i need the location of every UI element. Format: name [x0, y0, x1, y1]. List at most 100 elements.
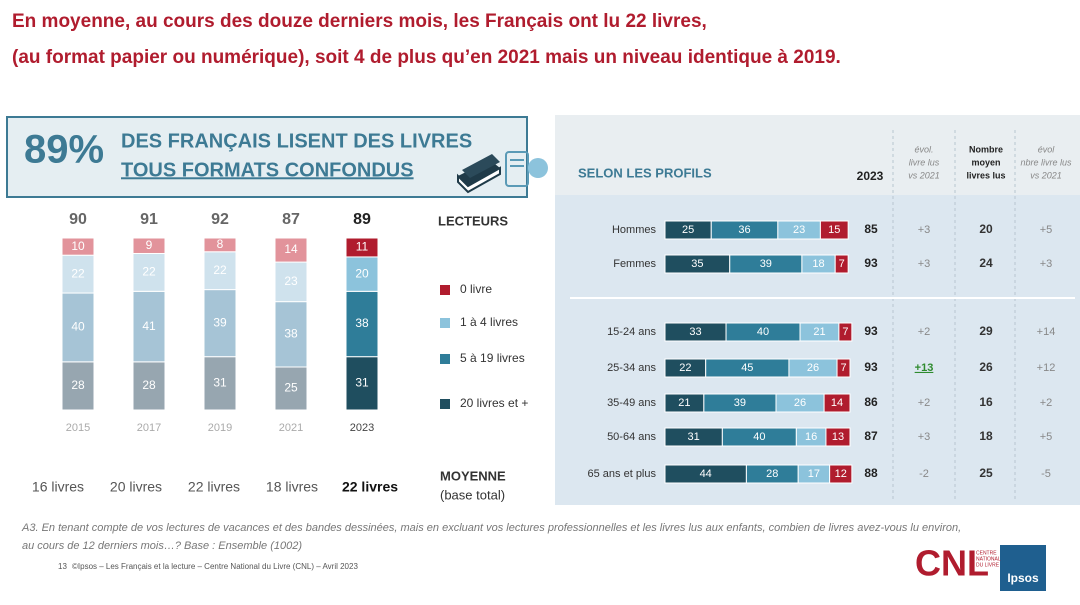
segment-label: 39: [760, 258, 772, 270]
year-label: 2023: [350, 422, 374, 434]
logo-cnl-sub: NATIONAL: [976, 556, 1001, 562]
segment-label: 10: [71, 239, 85, 253]
segment-label: 15: [828, 224, 840, 236]
segment-label: 11: [356, 240, 369, 254]
segment-label: 12: [835, 468, 847, 480]
credit: ©Ipsos – Les Français et la lecture – Ce…: [72, 562, 358, 571]
mean-value: 25: [979, 466, 993, 480]
bar-segment: [61, 254, 95, 294]
segment-label: 39: [213, 315, 227, 329]
total-label: 90: [69, 211, 87, 228]
segment-label: 28: [142, 378, 156, 392]
segment-label: 31: [355, 376, 369, 390]
total-value: 93: [864, 324, 878, 338]
col-header: vs 2021: [1030, 170, 1062, 180]
legend-label: 0 livre: [460, 282, 492, 296]
total-value: 86: [864, 395, 878, 409]
legend-label: 1 à 4 livres: [460, 315, 518, 329]
bar-segment: [132, 290, 166, 363]
col-header: nbre livre lus: [1020, 157, 1072, 167]
segment-label: 40: [71, 320, 85, 334]
header-line: (au format papier ou numérique), soit 4 …: [12, 47, 841, 68]
total-label: 89: [353, 211, 371, 228]
header-line: En moyenne, au cours des douze derniers …: [12, 11, 707, 32]
logo-ipsos-box: [1000, 545, 1046, 591]
bar-segment: [274, 261, 308, 303]
col-header: vs 2021: [908, 170, 940, 180]
legend-swatch: [440, 285, 450, 295]
evol-value: +3: [918, 431, 931, 443]
segment-label: 31: [688, 431, 700, 443]
bar-segment: [132, 361, 166, 411]
mean-value: 29: [979, 324, 993, 338]
legend-swatch: [440, 399, 450, 409]
segment-label: 22: [71, 266, 85, 280]
segment-label: 7: [840, 362, 846, 374]
mean-value: 24: [979, 256, 993, 270]
mean-value: 26: [979, 360, 993, 374]
mean-evol-value: +5: [1040, 431, 1053, 443]
segment-label: 38: [355, 316, 369, 330]
profiles-rows-panel: [555, 195, 1080, 505]
bar-segment: [274, 237, 308, 263]
segment-label: 22: [213, 263, 227, 277]
bar-segment: [834, 254, 849, 274]
average-subtitle: (base total): [440, 487, 505, 502]
segment-label: 23: [284, 274, 298, 288]
segment-label: 26: [807, 362, 819, 374]
average-title: MOYENNE: [440, 468, 506, 483]
segment-label: 25: [682, 224, 694, 236]
segment-label: 33: [689, 326, 701, 338]
segment-label: 14: [284, 242, 298, 256]
segment-label: 44: [700, 468, 712, 480]
col-header: Nombre: [969, 144, 1003, 154]
segment-label: 7: [842, 326, 848, 338]
bar-segment: [132, 237, 166, 254]
segment-label: 21: [813, 326, 825, 338]
evol-value: +2: [918, 326, 931, 338]
segment-label: 45: [741, 362, 753, 374]
mean-evol-value: +12: [1037, 362, 1056, 374]
col-header: livres lus: [966, 170, 1005, 180]
average-label: 20 livres: [110, 479, 162, 495]
col-header: évol.: [914, 144, 933, 154]
mean-evol-value: +5: [1040, 224, 1053, 236]
total-value: 88: [864, 466, 878, 480]
legend-label: 20 livres et +: [460, 396, 528, 410]
bar-segment: [836, 358, 851, 378]
banner-pct: 89%: [24, 128, 104, 172]
mean-evol-value: +3: [1040, 258, 1053, 270]
page-number: 13: [58, 562, 67, 571]
profiles-title: SELON LES PROFILS: [578, 165, 712, 180]
bar-segment: [274, 366, 308, 411]
total-value: 93: [864, 360, 878, 374]
mean-evol-value: -5: [1041, 468, 1051, 480]
mean-evol-value: +14: [1037, 326, 1056, 338]
segment-label: 7: [839, 258, 845, 270]
year-label: 2019: [208, 422, 232, 434]
row-label: 65 ans et plus: [588, 468, 657, 480]
segment-label: 28: [71, 378, 85, 392]
bar-segment: [838, 322, 853, 342]
bar-segment: [274, 301, 308, 368]
evol-value: -2: [919, 468, 929, 480]
book-icon: [457, 154, 501, 194]
year-label: 2017: [137, 422, 161, 434]
col-header: 2023: [857, 169, 884, 183]
footnote: au cours de 12 derniers mois…? Base : En…: [22, 540, 302, 552]
col-header: évol: [1038, 144, 1056, 154]
average-label: 18 livres: [266, 479, 318, 495]
segment-label: 39: [734, 397, 746, 409]
row-label: Hommes: [612, 224, 657, 236]
evol-value: +2: [918, 397, 931, 409]
legend-label: 5 à 19 livres: [460, 351, 525, 365]
bar-segment: [345, 256, 379, 292]
segment-label: 41: [142, 319, 156, 333]
segment-label: 38: [284, 326, 298, 340]
segment-label: 16: [805, 431, 817, 443]
segment-label: 25: [284, 381, 298, 395]
segment-label: 22: [142, 265, 156, 279]
total-label: 87: [282, 211, 300, 228]
legend-swatch: [440, 354, 450, 364]
